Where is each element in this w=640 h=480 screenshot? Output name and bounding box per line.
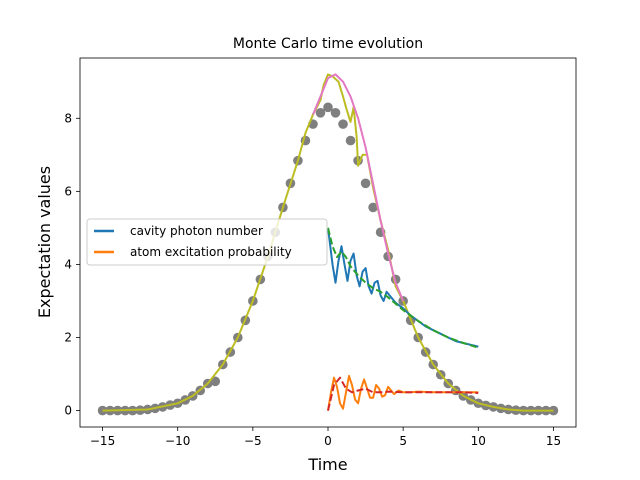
marker-point	[338, 119, 348, 129]
x-tick-label: 10	[471, 434, 486, 448]
y-tick-label: 4	[64, 257, 72, 271]
y-tick-label: 6	[64, 184, 72, 198]
marker-point	[323, 102, 333, 113]
marker-point	[315, 108, 326, 118]
x-tick-label: 15	[546, 434, 561, 448]
series-line-ensemble-average	[312, 73, 405, 302]
marker-point	[210, 376, 221, 387]
x-axis: −15 −10 −5 0 5 10 15	[90, 427, 561, 448]
x-axis-label: Time	[307, 455, 347, 474]
x-tick-label: −5	[244, 434, 262, 448]
x-tick-label: 0	[324, 434, 332, 448]
x-tick-label: −10	[165, 434, 190, 448]
legend-label-cavity: cavity photon number	[130, 224, 263, 238]
legend: cavity photon number atom excitation pro…	[86, 218, 328, 266]
x-tick-label: −15	[90, 434, 115, 448]
chart-title: Monte Carlo time evolution	[233, 36, 423, 52]
legend-box	[86, 218, 328, 266]
marker-point	[330, 108, 341, 118]
legend-label-atom: atom excitation probability	[130, 245, 292, 259]
y-tick-label: 2	[64, 330, 72, 344]
marker-point	[360, 178, 371, 189]
series-line-cavity-photon-number-average-	[327, 227, 479, 349]
y-axis-label: Expectation values	[35, 166, 54, 318]
y-tick-label: 0	[64, 404, 72, 418]
series-line-monte-carlo-trajectory	[102, 73, 554, 412]
marker-point	[368, 202, 378, 213]
series-line-atom-excitation-probability-average-	[327, 376, 479, 411]
plot-area	[97, 73, 559, 416]
x-tick-label: 5	[399, 434, 407, 448]
y-tick-label: 8	[64, 111, 72, 125]
y-axis: 0 2 4 6 8	[64, 111, 80, 418]
marker-point	[345, 135, 356, 146]
